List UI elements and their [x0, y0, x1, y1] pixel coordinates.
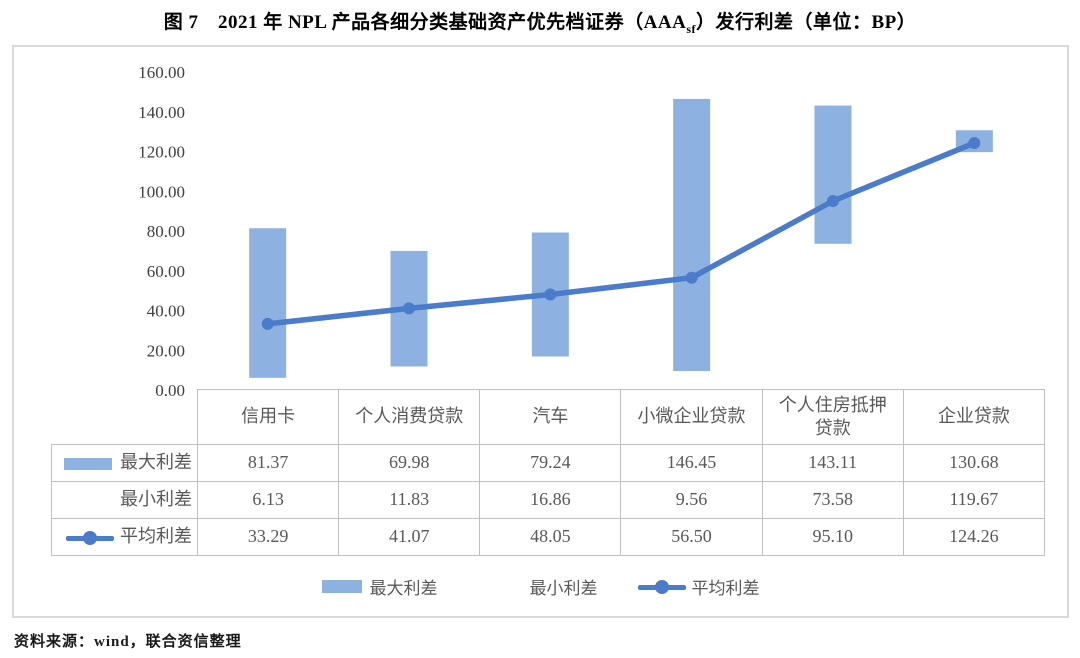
table-value-cell: 69.98	[338, 444, 481, 482]
chart-title-prefix: 图 7 2021 年 NPL 产品各细分类基础资产优先档证券（AAA	[163, 12, 687, 33]
data-table: 信用卡 个人消费贷款 汽车 小微企业贷款 个人住房抵押贷款 企业贷款 最大利差 81.37 69…	[51, 389, 1046, 556]
y-axis-tick-label: 20.00	[147, 341, 185, 360]
max-spread-bar-swatch-icon	[64, 458, 112, 471]
average-line-marker	[403, 302, 415, 315]
chart-legend: 最大利差 最小利差 平均利差	[12, 574, 1069, 599]
y-axis-tick-label: 80.00	[147, 222, 185, 241]
chart-title-subscript: sf	[686, 21, 696, 36]
legend-label-max: 最大利差	[369, 579, 438, 598]
y-axis-tick-label: 40.00	[147, 302, 185, 321]
average-line	[264, 140, 978, 327]
legend-item-avg: 平均利差	[637, 574, 760, 599]
y-axis-tick-label: 60.00	[147, 262, 185, 281]
table-row-label: 平均利差	[51, 518, 198, 556]
average-line-marker	[685, 271, 698, 284]
table-header-row: 信用卡 个人消费贷款 汽车 小微企业贷款 个人住房抵押贷款 企业贷款	[52, 389, 1046, 445]
y-axis-tick-label: 120.00	[138, 143, 185, 162]
avg-spread-line-swatch-icon	[66, 531, 114, 546]
chart-title: 图 7 2021 年 NPL 产品各细分类基础资产优先档证券（AAAsf）发行利…	[0, 7, 1080, 37]
table-value-cell: 9.56	[620, 481, 763, 519]
table-category-header: 汽车	[479, 389, 622, 445]
table-value-cell: 56.50	[620, 518, 763, 556]
range-bar	[814, 105, 852, 244]
range-bar	[249, 228, 287, 378]
table-value-cell: 146.45	[620, 444, 763, 482]
table-category-header: 个人消费贷款	[338, 389, 481, 445]
y-axis-tick-label: 0.00	[155, 381, 185, 400]
avg-spread-line-swatch-icon	[637, 579, 686, 594]
chart-title-suffix: ）发行利差（单位：BP）	[696, 12, 917, 33]
table-row-label: 最小利差	[51, 481, 198, 519]
table-row: 平均利差 33.29 41.07 48.05 56.50 95.10 124.26	[51, 518, 1046, 556]
plot-shapes	[197, 98, 1045, 391]
table-corner-cell	[52, 390, 198, 445]
table-category-header: 企业贷款	[902, 389, 1046, 445]
table-value-cell: 41.07	[338, 518, 481, 556]
table-value-cell: 124.26	[902, 518, 1046, 556]
table-value-cell: 95.10	[761, 518, 904, 556]
table-row: 最大利差 81.37 69.98 79.24 146.45 143.11 130.68	[51, 444, 1046, 482]
y-axis-tick-label: 140.00	[138, 103, 185, 122]
legend-item-max: 最大利差	[321, 574, 438, 599]
table-value-cell: 6.13	[196, 481, 340, 519]
legend-label-min: 最小利差	[529, 579, 598, 598]
table-row-label: 最大利差	[51, 444, 198, 482]
table-value-cell: 33.29	[196, 518, 340, 556]
table-value-cell: 79.24	[479, 444, 622, 482]
average-line-marker	[261, 317, 274, 330]
max-spread-bar-swatch-icon	[321, 580, 362, 593]
legend-label-avg: 平均利差	[691, 579, 760, 598]
table-category-header: 信用卡	[196, 389, 340, 445]
table-row: 最小利差 6.13 11.83 16.86 9.56 73.58 119.67	[51, 481, 1046, 519]
y-axis-tick-label: 160.00	[138, 63, 185, 82]
y-axis-tick-label: 100.00	[138, 182, 185, 201]
source-note: 资料来源：wind，联合资信整理	[14, 634, 242, 650]
table-value-cell: 119.67	[902, 481, 1046, 519]
table-value-cell: 48.05	[479, 518, 622, 556]
table-value-cell: 130.68	[902, 444, 1046, 482]
average-line-marker	[968, 137, 981, 150]
range-bar	[673, 98, 711, 371]
table-value-cell: 16.86	[479, 481, 622, 519]
table-category-header: 个人住房抵押贷款	[761, 389, 904, 445]
table-value-cell: 143.11	[761, 444, 904, 482]
table-value-cell: 73.58	[761, 481, 904, 519]
table-value-cell: 11.83	[338, 481, 481, 519]
average-line-marker	[827, 194, 839, 207]
y-axis-tick-labels: 160.00 140.00 120.00 100.00 80.00 60.00 40.00 2…	[138, 63, 185, 400]
table-value-cell: 81.37	[196, 444, 340, 482]
average-line-marker	[544, 288, 557, 301]
legend-item-min: 最小利差	[530, 574, 598, 599]
table-category-header: 小微企业贷款	[620, 389, 763, 445]
